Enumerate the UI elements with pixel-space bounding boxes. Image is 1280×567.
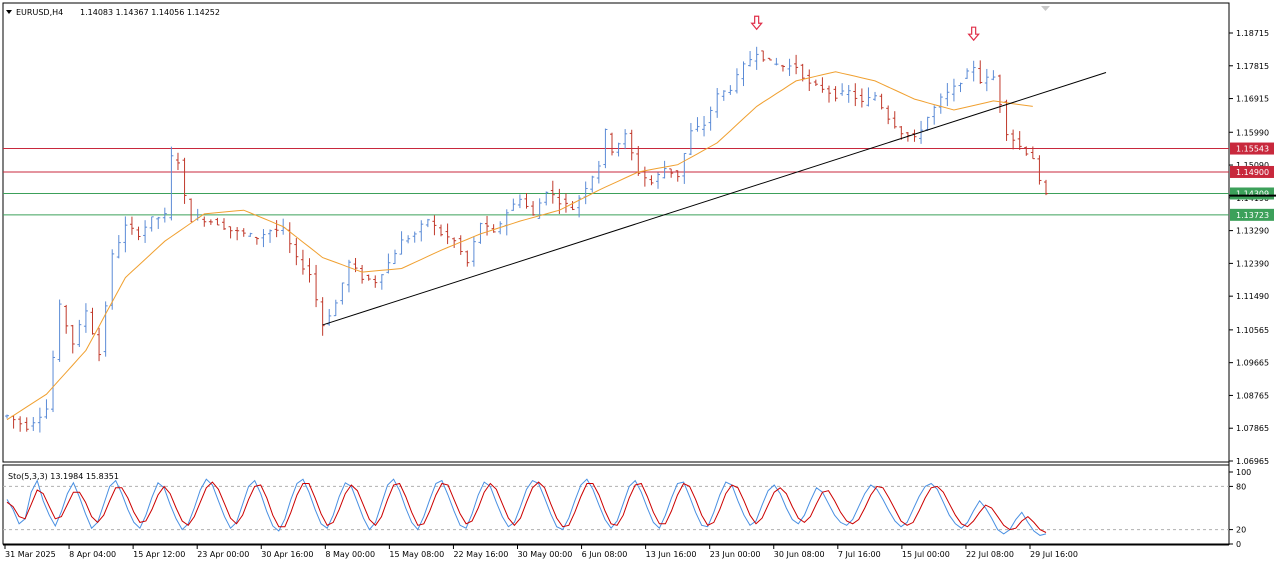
- time-tick-label-6: 8 May 00:00: [325, 550, 375, 559]
- price-tick-label-12: 1.08765: [1236, 391, 1269, 400]
- level-tag-2: [1230, 165, 1274, 178]
- candlesticks: [5, 46, 1048, 433]
- stochastic-signal-line: [6, 481, 1047, 533]
- time-tick-label-3: 15 Apr 12:00: [133, 550, 185, 559]
- level-tag-1: [1230, 142, 1274, 155]
- price-tick-label-3: 1.16915: [1236, 95, 1269, 104]
- stochastic-frame: [2, 464, 1230, 545]
- time-tick-label-7: 15 May 08:00: [389, 550, 444, 559]
- stochastic-label: Sto(5,3,3) 13.1984 15.8351: [8, 472, 119, 481]
- price-tick-label-2: 1.17815: [1236, 62, 1269, 71]
- time-tick-label-14: 7 Jul 16:00: [838, 550, 881, 559]
- level-label-1: 1.15543: [1236, 145, 1269, 154]
- level-label-3: 1.14309: [1236, 189, 1269, 198]
- price-tick-label-13: 1.07865: [1236, 424, 1269, 433]
- price-tick-label-14: 1.06965: [1236, 457, 1269, 466]
- price-tick-label-10: 1.10565: [1236, 326, 1269, 335]
- triangle-marker-icon: [1041, 6, 1050, 11]
- time-tick-label-8: 22 May 16:00: [453, 550, 508, 559]
- time-tick-label-1: 31 Mar 2025: [5, 550, 56, 559]
- stochastic-tick-label-3: 20: [1236, 526, 1246, 535]
- time-tick-label-9: 30 May 00:00: [518, 550, 573, 559]
- time-tick-label-2: 8 Apr 04:00: [69, 550, 116, 559]
- price-tick-label-8: 1.12390: [1236, 259, 1269, 268]
- time-tick-label-13: 30 Jun 08:00: [774, 550, 825, 559]
- horizontal-levels: [3, 148, 1229, 216]
- time-tick-label-17: 29 Jul 16:00: [1030, 550, 1078, 559]
- arrow-annotations: [750, 15, 980, 42]
- stochastic-tick-label-4: 0: [1236, 540, 1241, 549]
- time-tick-label-11: 13 Jun 16:00: [646, 550, 697, 559]
- price-tick-label-5: 1.15090: [1236, 161, 1269, 170]
- time-tick-label-4: 23 Apr 00:00: [197, 550, 249, 559]
- price-tick-label-11: 1.09665: [1236, 359, 1269, 368]
- time-tick-label-5: 30 Apr 16:00: [261, 550, 313, 559]
- moving-average-line: [6, 71, 1033, 421]
- level-label-2: 1.14900: [1236, 168, 1269, 177]
- level-label-4: 1.13723: [1236, 211, 1269, 220]
- time-tick-label-10: 6 Jun 08:00: [582, 550, 628, 559]
- price-tick-label-7: 1.13290: [1236, 227, 1269, 236]
- symbol-label: EURUSD,H4: [16, 8, 63, 17]
- price-tick-label-1: 1.18715: [1236, 29, 1269, 38]
- chevron-down-icon[interactable]: [6, 10, 12, 14]
- price-tick-label-4: 1.15990: [1236, 128, 1269, 137]
- time-tick-label-15: 15 Jul 00:00: [902, 550, 950, 559]
- down-arrow-icon-1: [750, 15, 763, 31]
- level-tag-4: [1230, 208, 1274, 221]
- trendline: [322, 72, 1107, 326]
- time-tick-label-16: 22 Jul 08:00: [966, 550, 1014, 559]
- down-arrow-icon-2: [967, 26, 980, 42]
- ohlc-values: 1.14083 1.14367 1.14056 1.14252: [80, 8, 220, 17]
- moving-average: [6, 71, 1033, 421]
- main-chart-frame: [2, 2, 1230, 463]
- stochastic-tick-label-2: 80: [1236, 482, 1246, 491]
- stochastic-axis-ticks: 100 80 20 0: [1229, 468, 1251, 549]
- price-tick-label-9: 1.11490: [1236, 292, 1269, 301]
- price-axis-ticks: 1.187151.178151.169151.159901.150901.141…: [1229, 29, 1269, 466]
- stochastic-main-line: [6, 478, 1047, 536]
- level-labels: 1.15543 1.14900 1.14309 1.13723: [1229, 142, 1276, 221]
- trendline-line: [322, 72, 1107, 326]
- time-tick-label-12: 23 Jun 00:00: [710, 550, 761, 559]
- stochastic-lines: [3, 478, 1229, 536]
- time-axis-ticks: 31 Mar 2025 8 Apr 04:00 15 Apr 12:00 23 Apr…: [4, 545, 1078, 559]
- stochastic-tick-label-1: 100: [1236, 468, 1251, 477]
